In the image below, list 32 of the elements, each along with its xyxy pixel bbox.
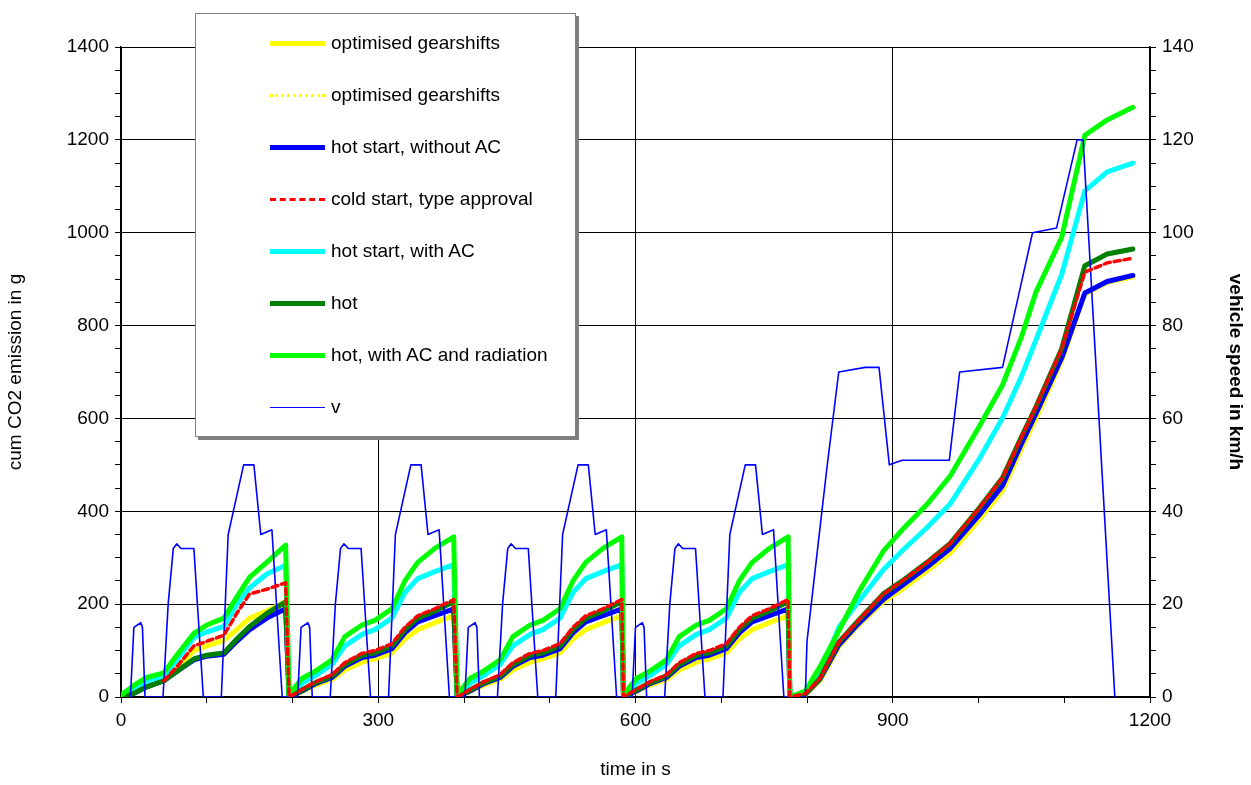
legend-label: hot: [331, 292, 358, 314]
y2-tick-label: 20: [1162, 592, 1184, 614]
y-tick-label: 1200: [66, 128, 109, 150]
y2-tick-label: 140: [1162, 35, 1194, 57]
y-tick-label: 0: [98, 685, 109, 707]
y-tick-label: 1400: [66, 35, 109, 57]
y2-tick-label: 40: [1162, 499, 1184, 521]
y2-axis-title: vehicle speed in km/h: [1226, 273, 1248, 471]
legend-label: optimised gearshifts: [331, 32, 500, 54]
x-tick-label: 600: [619, 708, 652, 730]
y2-tick-label: 120: [1162, 128, 1194, 150]
x-axis-title: time in s: [600, 757, 671, 779]
y2-tick-label: 100: [1162, 220, 1194, 242]
y-axis-title: cum CO2 emission in g: [3, 273, 25, 471]
x-tick-label: 300: [362, 708, 395, 730]
y-tick-label: 800: [77, 313, 109, 335]
y2-tick-label: 60: [1162, 406, 1184, 428]
y2-tick-label: 80: [1162, 313, 1184, 335]
y2-tick-label: 0: [1162, 685, 1173, 707]
legend-label: cold start, type approval: [331, 188, 533, 210]
legend-label: hot start, without AC: [331, 136, 502, 158]
legend-label: hot, with AC and radiation: [331, 344, 548, 366]
x-tick-label: 1200: [1128, 708, 1172, 730]
legend-label: v: [331, 396, 341, 418]
y-tick-label: 400: [77, 499, 109, 521]
y-tick-label: 1000: [66, 220, 109, 242]
x-tick-label: 900: [876, 708, 909, 730]
x-tick-label: 0: [115, 708, 127, 730]
y-tick-label: 200: [77, 592, 109, 614]
legend-label: optimised gearshifts: [331, 84, 500, 106]
legend-label: hot start, with AC: [331, 240, 475, 262]
y-tick-label: 600: [77, 406, 109, 428]
